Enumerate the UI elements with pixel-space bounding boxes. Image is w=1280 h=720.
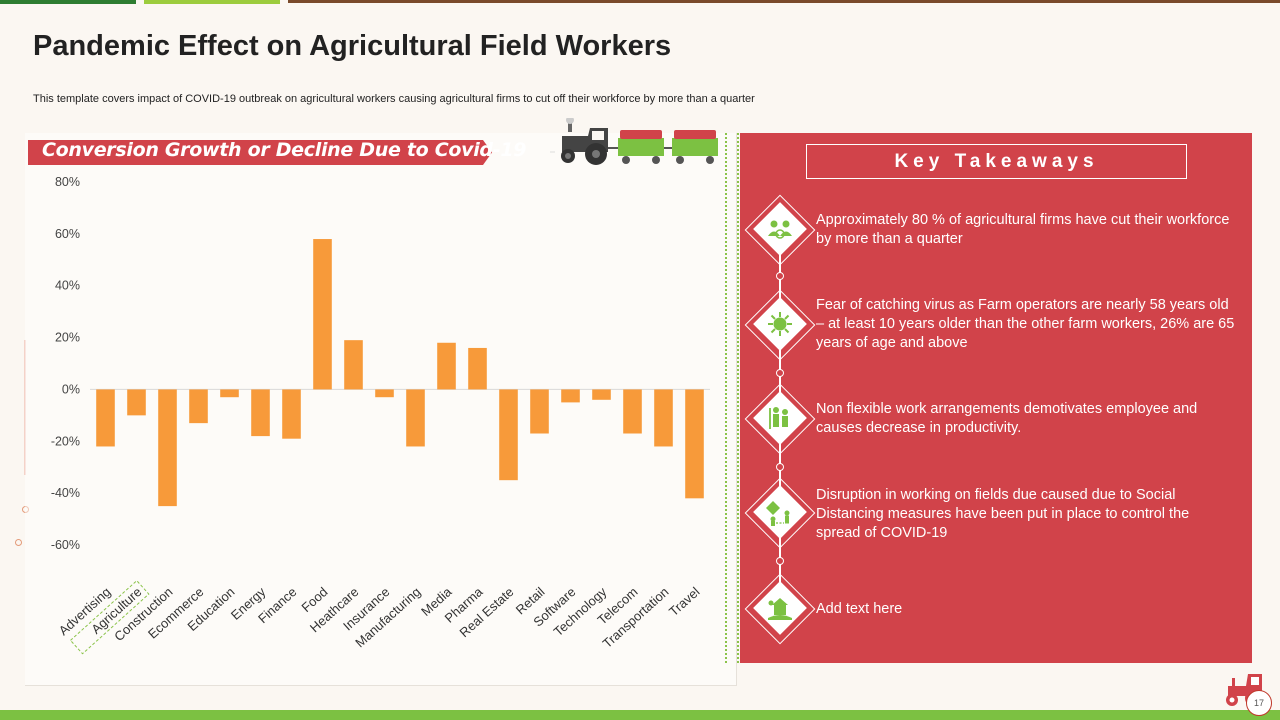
takeaways-title: Key Takeaways bbox=[806, 144, 1187, 179]
side-decoration-dot bbox=[22, 506, 29, 513]
bar-education bbox=[220, 389, 239, 398]
bar-construction bbox=[158, 389, 177, 507]
y-tick-label: 60% bbox=[55, 227, 80, 241]
y-tick-label: -60% bbox=[51, 538, 80, 552]
bar-insurance bbox=[375, 389, 394, 398]
bar-energy bbox=[251, 389, 270, 437]
bar-retail bbox=[530, 389, 549, 434]
workforce-icon bbox=[768, 220, 792, 239]
y-tick-label: 0% bbox=[62, 382, 80, 396]
timeline-dot bbox=[776, 463, 784, 471]
top-accent-line-green bbox=[0, 0, 136, 4]
bar-food bbox=[313, 239, 332, 390]
dotted-divider bbox=[725, 133, 739, 663]
bar-chart: 80%60%40%20%0%-20%-40%-60%AdvertisingAgr… bbox=[51, 175, 710, 655]
bar-agriculture bbox=[127, 389, 146, 416]
timeline-dot bbox=[776, 272, 784, 280]
highlight-box bbox=[69, 579, 150, 655]
bar-advertising bbox=[96, 389, 115, 447]
y-tick-label: 40% bbox=[55, 279, 80, 293]
top-accent-line-lime bbox=[144, 0, 280, 4]
takeaway-text: Disruption in working on fields due caus… bbox=[816, 487, 1190, 541]
y-tick-label: 80% bbox=[55, 175, 80, 189]
page-title: Pandemic Effect on Agricultural Field Wo… bbox=[33, 30, 672, 62]
takeaway-text: Fear of catching virus as Farm operators… bbox=[816, 297, 1235, 351]
page-subtitle: This template covers impact of COVID-19 … bbox=[33, 93, 755, 105]
takeaway-text: Approximately 80 % of agricultural firms… bbox=[816, 212, 1230, 247]
bar-pharma bbox=[468, 347, 487, 390]
bar-ecommerce bbox=[189, 389, 208, 424]
bar-real-estate bbox=[499, 389, 518, 481]
side-decoration-line bbox=[24, 340, 26, 475]
x-tick-label: Travel bbox=[666, 584, 703, 619]
grass-footer bbox=[0, 710, 1280, 720]
takeaways-panel bbox=[740, 133, 1252, 663]
tractor-trailer-icon bbox=[550, 118, 718, 165]
y-tick-label: 20% bbox=[55, 331, 80, 345]
timeline-dot bbox=[776, 369, 784, 377]
bar-technology bbox=[592, 389, 611, 400]
takeaway-text: Add text here bbox=[816, 601, 903, 617]
page-number: 17 bbox=[1246, 690, 1272, 716]
virus-icon bbox=[768, 312, 792, 336]
chart-banner-title: Conversion Growth or Decline Due to Covi… bbox=[42, 139, 527, 161]
bar-heathcare bbox=[344, 340, 363, 390]
y-tick-label: -40% bbox=[51, 486, 80, 500]
bar-travel bbox=[685, 389, 704, 499]
timeline-dot bbox=[776, 557, 784, 565]
takeaway-text: Non flexible work arrangements demotivat… bbox=[816, 401, 1198, 436]
top-accent-line-brown bbox=[288, 0, 1280, 3]
bar-finance bbox=[282, 389, 301, 439]
bar-transportation bbox=[654, 389, 673, 447]
social-distancing-icon bbox=[766, 501, 790, 526]
workers-icon bbox=[769, 407, 788, 429]
y-tick-label: -20% bbox=[51, 434, 80, 448]
farm-icon bbox=[768, 598, 792, 620]
side-decoration-dot bbox=[15, 539, 22, 546]
bar-telecom bbox=[623, 389, 642, 434]
chart-banner bbox=[28, 140, 492, 165]
bar-media bbox=[437, 342, 456, 390]
bar-software bbox=[561, 389, 580, 403]
bar-manufacturing bbox=[406, 389, 425, 447]
